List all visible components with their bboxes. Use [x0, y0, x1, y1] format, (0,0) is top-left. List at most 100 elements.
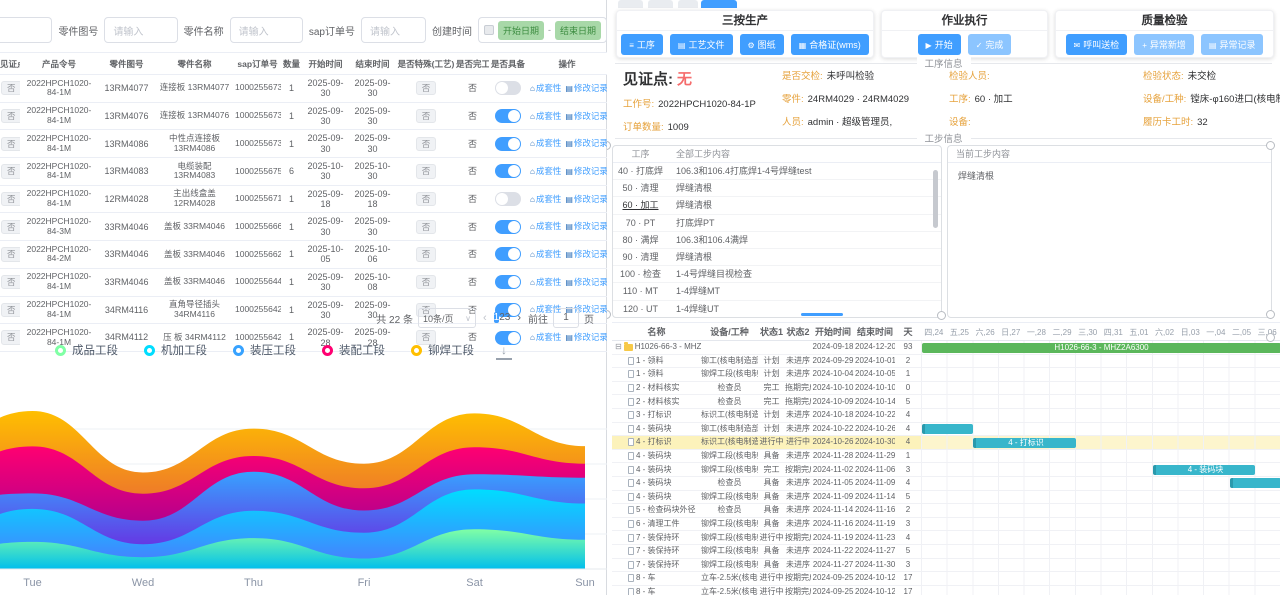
completeness-link[interactable]: ⌂成套性: [530, 138, 562, 149]
completeness-link[interactable]: ⌂成套性: [530, 82, 562, 93]
gantt-row[interactable]: 4 - 装码块 铆工(核电制造部) 计划 未进序 2024-10-22 2024-10-2…: [612, 422, 1280, 437]
edit-record-link[interactable]: ▤修改记录: [565, 110, 607, 121]
completeness-link[interactable]: ⌂成套性: [530, 193, 562, 204]
legend-item[interactable]: 成品工段: [55, 342, 118, 358]
gantt-row[interactable]: 1 - 领料 铆焊工段(核电制造部) 计划未进序2024-10-042024-10-…: [612, 368, 1280, 382]
呼叫送检-button[interactable]: ✉ 呼叫送检: [1065, 34, 1128, 55]
gantt-row[interactable]: 3 - 打标识 标识工(核电制造部) 计划未进序2024-10-182024-10-…: [612, 408, 1280, 423]
checkbox-icon[interactable]: [483, 25, 494, 35]
工序-button[interactable]: ≡ 工序: [621, 34, 663, 55]
legend-item[interactable]: 装压工段: [233, 342, 296, 358]
edit-record-link[interactable]: ▤修改记录: [565, 166, 607, 177]
gantt-task-bar[interactable]: 4 - 装码块: [1152, 464, 1256, 475]
work-step-row[interactable]: 60 · 加工 焊缝清根: [613, 197, 941, 215]
edit-record-link[interactable]: ▤修改记录: [565, 332, 607, 343]
work-step-row[interactable]: 90 · 清理 焊缝清根: [613, 249, 941, 267]
edit-record-link[interactable]: ▤修改记录: [565, 82, 607, 93]
work-step-row[interactable]: 80 · 满焊 106.3和106.4满焊: [613, 232, 941, 249]
next-page-button[interactable]: ›: [517, 312, 521, 324]
clipped-input[interactable]: [0, 17, 53, 43]
ready-toggle[interactable]: [495, 192, 521, 207]
goto-page-input[interactable]: 1: [553, 308, 579, 328]
sap-order-input[interactable]: 请输入: [361, 17, 426, 43]
date-range-picker[interactable]: 开始日期 - 结束日期: [477, 17, 607, 43]
work-step-row[interactable]: 100 · 检查 1-4号焊缝目视检查: [613, 266, 941, 284]
completeness-link[interactable]: ⌂成套性: [530, 332, 562, 343]
开始-button[interactable]: ▶ 开始: [917, 34, 961, 55]
gantt-row[interactable]: 7 - 装保持环 铆焊工段(核电制造部) 具备未进序2024-11-222024-1…: [612, 544, 1280, 559]
part-name-input[interactable]: 请输入: [229, 17, 303, 43]
work-step-row[interactable]: 40 · 打底焊 106.3和106.4打底焊1-4号焊缝test: [613, 163, 941, 181]
gantt-row[interactable]: 7 - 装保持环 铆焊工段(核电制造部) 具备未进序2024-11-272024-1…: [612, 558, 1280, 573]
ready-toggle[interactable]: [495, 219, 521, 234]
gantt-row[interactable]: 4 - 装码块 铆焊工段(核电制造部) 完工按期完成2024-11-022024-1…: [612, 463, 1280, 477]
horizontal-scrollbar[interactable]: [801, 313, 843, 316]
edit-record-link[interactable]: ▤修改记录: [565, 138, 607, 149]
table-row[interactable]: 否 2022HPCH1020-84-1M 12RM4028 主出线盒盖 12RM402…: [0, 185, 607, 214]
page-button[interactable]: 1: [493, 312, 500, 323]
start-date-button[interactable]: 开始日期: [497, 20, 544, 40]
resize-handle[interactable]: [1266, 310, 1275, 319]
table-row[interactable]: 否 2022HPCH1020-84-3M 33RM4046 盖板 33RM4046 10…: [0, 212, 607, 242]
completeness-link[interactable]: ⌂成套性: [530, 304, 562, 315]
gantt-summary-bar[interactable]: H1026-66-3 - MHZ2A6300: [922, 342, 1280, 353]
完成-button[interactable]: ✓ 完成: [967, 34, 1012, 55]
ready-toggle[interactable]: [495, 136, 521, 151]
part-no-input[interactable]: 请输入: [104, 17, 178, 43]
edit-record-link[interactable]: ▤修改记录: [565, 221, 607, 232]
ready-toggle[interactable]: [495, 81, 521, 96]
gantt-task-bar[interactable]: [1229, 478, 1280, 489]
completeness-link[interactable]: ⌂成套性: [530, 276, 562, 287]
legend-item[interactable]: 机加工段: [144, 342, 207, 358]
end-date-button[interactable]: 结束日期: [554, 20, 601, 40]
work-step-row[interactable]: 50 · 清理 焊缝清根: [613, 180, 941, 198]
gantt-row[interactable]: ⊟ H1026-66-3 - MHZ2A6300 2024-09-182024-12…: [612, 341, 1280, 355]
completeness-link[interactable]: ⌂成套性: [530, 110, 562, 121]
tab-stub[interactable]: [618, 0, 643, 8]
resize-handle[interactable]: [607, 141, 611, 150]
tab-stub[interactable]: [678, 0, 698, 8]
table-row[interactable]: 否 2022HPCH1020-84-1M 34RM4112 压 板 34RM4112 1…: [0, 323, 607, 352]
异常新增-button[interactable]: + 异常新增: [1134, 34, 1194, 55]
gantt-task-bar[interactable]: [922, 424, 974, 435]
resize-handle[interactable]: [1266, 141, 1275, 150]
gantt-row[interactable]: 5 - 检查码块外径 检查员 具备 未进序 2024-11-14 2024-11-16 2: [612, 504, 1280, 518]
edit-record-link[interactable]: ▤修改记录: [565, 249, 607, 260]
gantt-row[interactable]: 8 - 车 立车-2.5米(核电制造部)进行中按期完成2024-09-252024…: [612, 585, 1280, 595]
resize-handle[interactable]: [607, 310, 611, 319]
gantt-row[interactable]: 7 - 装保持环 铆焊工段(核电制造部)进行中按期完成2024-11-192024…: [612, 531, 1280, 545]
completeness-link[interactable]: ⌂成套性: [530, 221, 562, 232]
table-row[interactable]: 否 2022HPCH1020-84-1M 34RM4116 直角导径插头 34RM41…: [0, 296, 607, 325]
异常记录-button[interactable]: ▤ 异常记录: [1200, 34, 1264, 55]
table-row[interactable]: 否 2022HPCH1020-84-1M 13RM4086 中性点连接板 13RM40…: [0, 129, 607, 159]
edit-record-link[interactable]: ▤修改记录: [565, 193, 607, 204]
work-step-row[interactable]: 70 · PT 打底焊PT: [613, 215, 941, 232]
ready-toggle[interactable]: [495, 330, 521, 345]
active-tab-stub[interactable]: [701, 0, 737, 8]
gantt-task-bar[interactable]: 4 - 打标识: [973, 437, 1076, 448]
gantt-row[interactable]: 4 - 装码块 铆焊工段(核电制造部) 具备未进序2024-11-092024-11…: [612, 490, 1280, 505]
vertical-scrollbar[interactable]: [933, 170, 938, 228]
completeness-link[interactable]: ⌂成套性: [530, 166, 562, 177]
prev-page-button[interactable]: ‹: [482, 312, 487, 324]
edit-record-link[interactable]: ▤修改记录: [565, 276, 607, 287]
download-icon[interactable]: ↓: [496, 344, 512, 360]
合格证(wms)-button[interactable]: ▦ 合格证(wms): [790, 34, 869, 55]
ready-toggle[interactable]: [495, 109, 521, 124]
工艺文件-button[interactable]: ▤ 工艺文件: [669, 34, 733, 55]
table-row[interactable]: 否 2022HPCH1020-84-1M 33RM4046 盖板 33RM4046 10…: [0, 268, 607, 297]
table-row[interactable]: 否 2022HPCH1020-84-2M 33RM4046 盖板 33RM4046 10…: [0, 240, 607, 269]
table-row[interactable]: 否 2022HPCH1020-84-1M 13RM4077 连接板 13RM4077 1…: [0, 74, 607, 103]
work-step-row[interactable]: 110 · MT 1-4焊缝MT: [613, 283, 941, 301]
page-size-select[interactable]: 10条/页 ∨: [417, 308, 476, 328]
gantt-row[interactable]: 8 - 车 立车-2.5米(核电制造部)进行中按期完成2024-09-252024…: [612, 572, 1280, 586]
page-button[interactable]: 3: [504, 312, 511, 323]
legend-item[interactable]: 装配工段: [322, 342, 385, 358]
table-row[interactable]: 否 2022HPCH1020-84-1M 13RM4083 电缆装配 13RM4083…: [0, 157, 607, 186]
resize-handle[interactable]: [937, 311, 946, 320]
tab-stub[interactable]: [648, 0, 673, 8]
gantt-row[interactable]: 4 - 装码块 铆焊工段(核电制造部) 具备未进序2024-11-282024-11…: [612, 449, 1280, 464]
图纸-button[interactable]: ⚙ 图纸: [739, 34, 784, 55]
